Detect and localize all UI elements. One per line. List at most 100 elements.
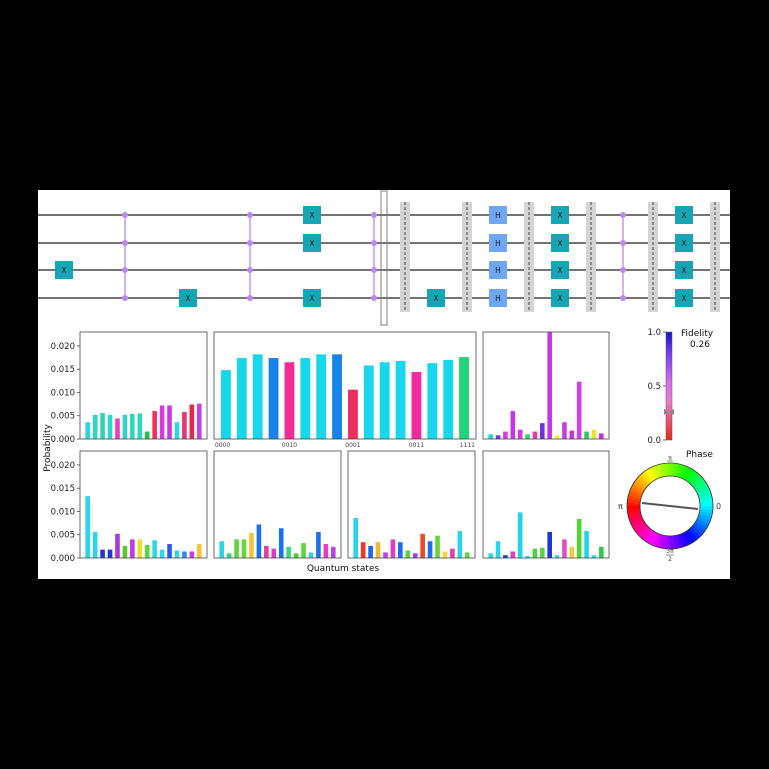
bar (330, 546, 336, 558)
phase-wheel-segment (697, 487, 711, 496)
phase-wheel-segment (691, 525, 704, 537)
phase-wheel-segment (637, 525, 649, 537)
bar (398, 542, 403, 558)
bar (363, 365, 374, 439)
bar (503, 431, 508, 439)
control-dot (122, 295, 128, 301)
y-tick-label: 0.015 (51, 365, 75, 375)
x-tick-label: 0001 (345, 442, 360, 449)
phase-wheel-segment (629, 516, 643, 525)
visualization-panel: X X X X X X H H H H X X X X X X X X Probability Quantum s… (38, 190, 730, 579)
phase-wheel-segment (655, 534, 663, 548)
phase-wheel-segment (627, 502, 641, 507)
x-gate-label: X (557, 211, 562, 220)
x-gate-label: X (309, 211, 314, 220)
bar (591, 429, 597, 439)
bar (562, 539, 567, 558)
phase-wheel-segment (651, 465, 660, 479)
phase-wheel-segment (694, 520, 708, 531)
bar (348, 389, 358, 439)
colorbar-tick-label: 1.0 (647, 328, 661, 338)
bar (144, 544, 150, 558)
bar (189, 404, 195, 439)
axes-frame (213, 450, 342, 559)
y-tick-label: 0.000 (51, 554, 75, 564)
phase-wheel-segment (687, 528, 698, 542)
bar (488, 553, 493, 558)
x-gate (179, 289, 197, 307)
phase-wheel-segment (680, 533, 689, 547)
phase-wheel-segment (645, 530, 656, 544)
bar (569, 546, 575, 558)
phase-wheel-segment (634, 478, 648, 489)
phase-wheel-segment (645, 468, 655, 482)
x-axis-label: Quantum states (307, 564, 380, 574)
control-dot (371, 295, 377, 301)
phase-wheel-segment (699, 508, 713, 514)
x-gate-label: X (557, 266, 562, 275)
x-gate (303, 289, 321, 307)
bar (547, 332, 552, 439)
control-dot (371, 212, 377, 218)
bar (375, 542, 381, 558)
bar (236, 358, 247, 439)
bar (284, 362, 295, 439)
bar (510, 551, 516, 558)
bar (182, 551, 187, 558)
phase-wheel-segment (658, 463, 665, 478)
phase-pi-half-num: π (668, 455, 672, 462)
bar (115, 418, 120, 439)
bar (599, 546, 604, 558)
bar (308, 552, 314, 558)
y-tick-label: 0.010 (51, 388, 75, 398)
x-gate-label: X (681, 239, 686, 248)
bar (395, 360, 406, 439)
phase-wheel-segment (677, 534, 685, 548)
bar (569, 430, 575, 439)
probability-charts: Probability Quantum states 0.000 0.005 0.0… (43, 331, 610, 574)
bar (427, 363, 438, 439)
phase-wheel-segment (689, 527, 701, 539)
bar (137, 413, 143, 439)
h-gate (489, 206, 507, 224)
bar (591, 555, 597, 558)
bar (540, 423, 545, 439)
phase-wheel-segment (699, 505, 713, 510)
bar (182, 412, 187, 439)
control-dot (371, 240, 377, 246)
phase-wheel-segment (685, 530, 695, 544)
bar (435, 535, 440, 558)
bar (286, 546, 291, 558)
bar (85, 422, 91, 439)
bar (554, 435, 560, 439)
bar (219, 541, 225, 558)
bar (323, 544, 329, 558)
bar (221, 370, 231, 439)
control-dot (371, 267, 377, 273)
bar (130, 539, 135, 558)
phase-wheel-segment (669, 463, 674, 477)
phase-wheel-segment (642, 470, 653, 484)
control-dot (620, 295, 626, 301)
bar (115, 533, 120, 558)
phase-wheel-segment (648, 467, 658, 481)
x-gate (551, 206, 569, 224)
bar (411, 372, 422, 439)
phase-wheel-segment (642, 528, 653, 542)
bar (167, 544, 172, 558)
axes-frame (79, 331, 208, 440)
y-tick-label: 0.020 (51, 342, 75, 352)
bar (554, 555, 560, 558)
phase-wheel-segment (680, 465, 689, 479)
phase-zero-label: 0 (716, 502, 721, 511)
phase-wheel-segment (639, 473, 651, 485)
x-gate (303, 234, 321, 252)
y-tick-label: 0.020 (51, 461, 75, 471)
phase-wheel-segment (628, 491, 642, 499)
bar (271, 548, 277, 558)
phase-wheel-segment (672, 463, 678, 477)
h-gate (489, 234, 507, 252)
phase-wheel-segment (632, 521, 646, 531)
phase-wheel-segment (627, 508, 641, 514)
bar (174, 422, 180, 439)
